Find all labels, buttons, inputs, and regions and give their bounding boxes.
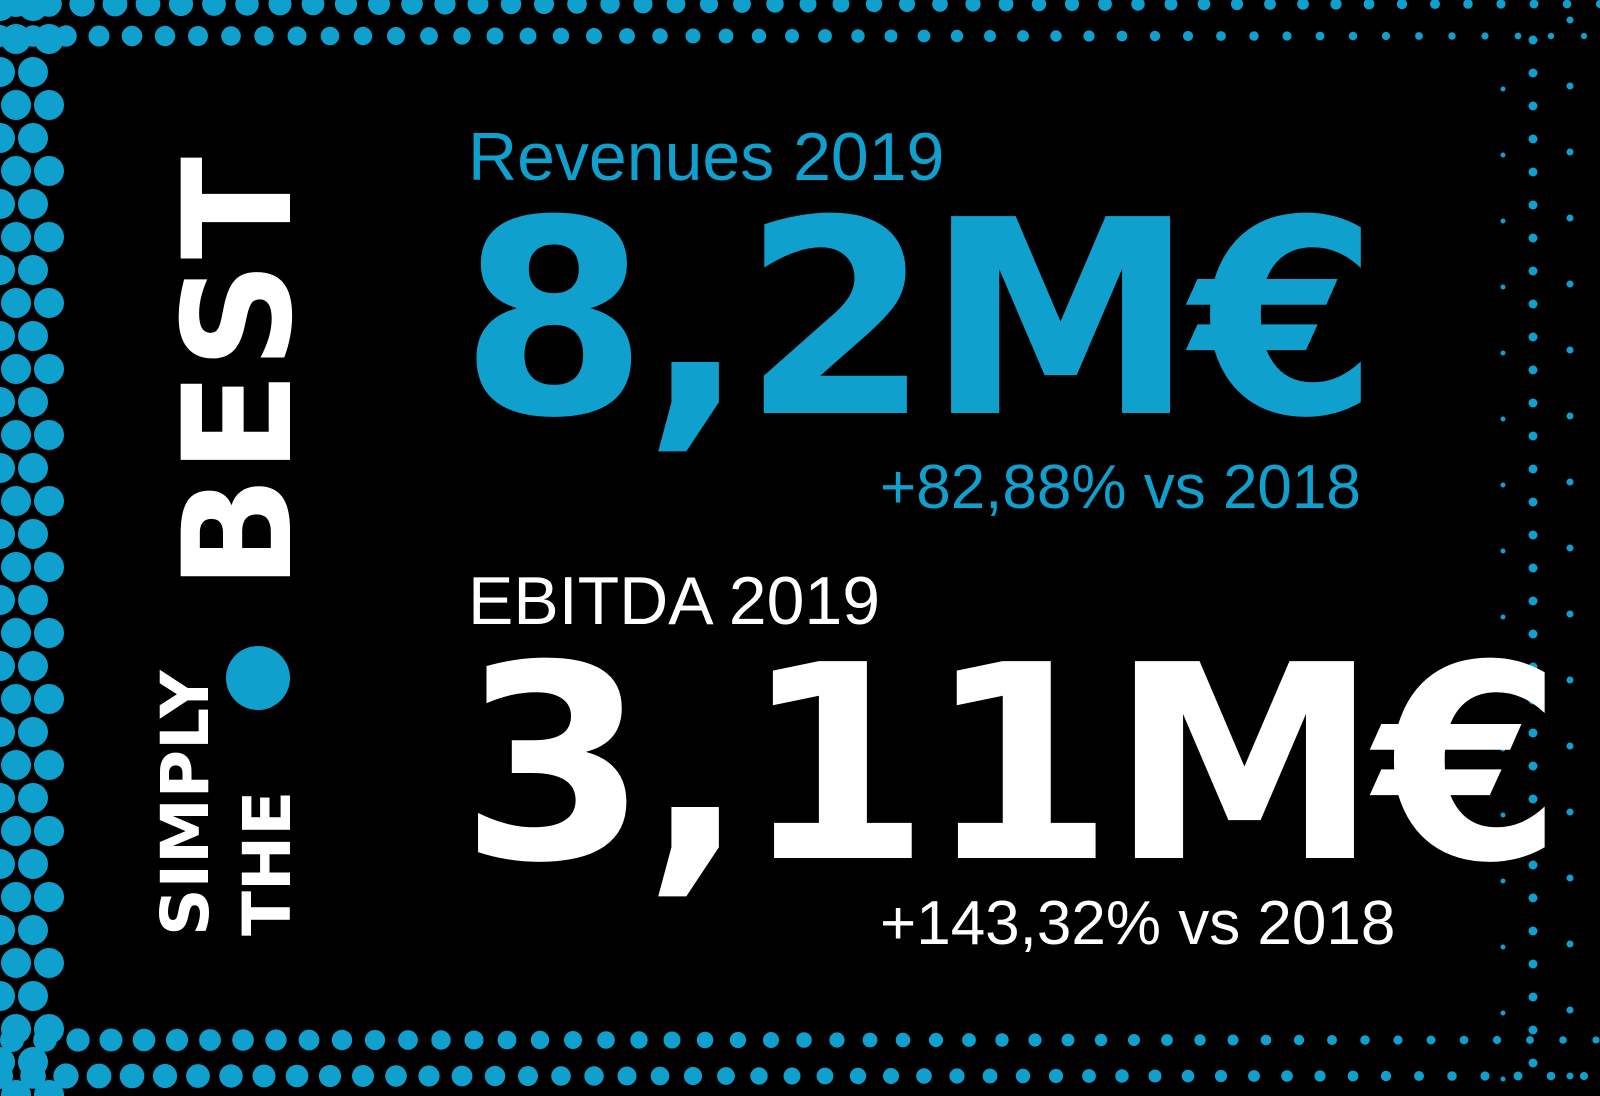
ebitda-label: EBITDA 2019	[468, 563, 881, 639]
revenues-label: Revenues 2019	[468, 119, 945, 195]
tagline: BEST THE SIMPLY	[147, 140, 326, 940]
tagline-simply: SIMPLY	[147, 669, 224, 936]
revenues-value: 8,2M€	[460, 162, 1379, 477]
revenues-change: +82,88% vs 2018	[880, 453, 1361, 522]
tagline-best: BEST	[152, 155, 326, 590]
tagline-the: THE	[229, 791, 306, 936]
tagline-dot	[226, 646, 290, 710]
ebitda-value: 3,11M€	[460, 607, 1563, 922]
ebitda-change: +143,32% vs 2018	[880, 889, 1396, 958]
